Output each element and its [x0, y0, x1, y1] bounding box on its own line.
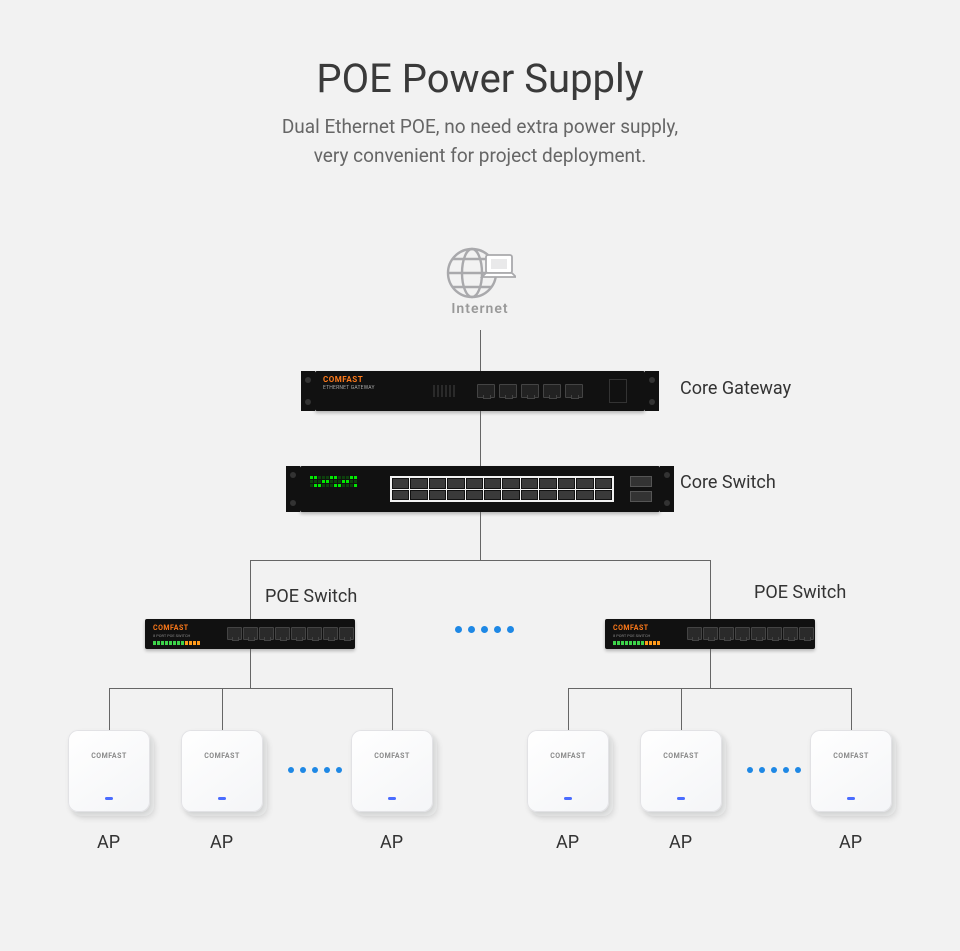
ap-label: AP [839, 832, 862, 853]
rack-ear-left [286, 466, 300, 512]
ellipsis-dots-right [747, 767, 801, 773]
rack-ear-right [660, 466, 674, 512]
device-sublabel: 8 PORT POE SWITCH [153, 633, 190, 638]
gateway-aux-slot [609, 379, 627, 403]
poe-switch-right-label: POE Switch [754, 582, 846, 603]
ellipsis-dots-center [455, 626, 514, 633]
device-brand-label: COMFAST [351, 752, 433, 760]
ap-label: AP [97, 832, 120, 853]
core-switch-label: Core Switch [680, 472, 776, 493]
ap-device: COMFAST [351, 730, 433, 812]
device-brand-label: COMFAST [810, 752, 892, 760]
poe-ports [687, 627, 814, 640]
ap-device: COMFAST [640, 730, 722, 812]
ap-led-icon [564, 797, 572, 800]
device-sublabel: 8 PORT POE SWITCH [613, 633, 650, 638]
ap-label: AP [556, 832, 579, 853]
ap-label: AP [380, 832, 403, 853]
device-brand-label: COMFAST [613, 624, 649, 632]
core-gateway-device: COMFAST ETHERNET GATEWAY [315, 371, 645, 411]
device-sublabel: ETHERNET GATEWAY [323, 385, 375, 391]
internet-node: Internet [444, 245, 516, 317]
ap-label: AP [210, 832, 233, 853]
internet-label: Internet [444, 301, 516, 317]
poe-switch-left: COMFAST 8 PORT POE SWITCH [145, 619, 355, 649]
gateway-ports [477, 384, 583, 398]
device-brand-label: COMFAST [323, 375, 363, 384]
switch-sfp-1 [630, 476, 652, 487]
ap-label: AP [669, 832, 692, 853]
ap-led-icon [105, 797, 113, 800]
device-brand-label: COMFAST [181, 752, 263, 760]
poe-led-row [153, 641, 200, 645]
switch-led-grid [310, 476, 357, 487]
ap-led-icon [677, 797, 685, 800]
poe-ports [227, 627, 354, 640]
rack-ear-right [645, 371, 659, 411]
core-switch-device [300, 466, 660, 512]
device-brand-label: COMFAST [640, 752, 722, 760]
page-subtitle: Dual Ethernet POE, no need extra power s… [0, 113, 960, 170]
core-gateway-label: Core Gateway [680, 378, 791, 399]
ap-device: COMFAST [810, 730, 892, 812]
poe-switch-right: COMFAST 8 PORT POE SWITCH [605, 619, 815, 649]
poe-led-row [613, 641, 660, 645]
ap-device: COMFAST [527, 730, 609, 812]
ap-led-icon [388, 797, 396, 800]
gateway-vents [433, 385, 455, 397]
poe-switch-left-label: POE Switch [265, 586, 357, 607]
ap-led-icon [847, 797, 855, 800]
rack-ear-left [301, 371, 315, 411]
ap-device: COMFAST [68, 730, 150, 812]
page-title: POE Power Supply [0, 55, 960, 102]
ellipsis-dots-left [288, 767, 342, 773]
device-brand-label: COMFAST [68, 752, 150, 760]
globe-laptop-icon [444, 245, 516, 303]
ap-led-icon [218, 797, 226, 800]
ap-device: COMFAST [181, 730, 263, 812]
device-brand-label: COMFAST [527, 752, 609, 760]
subtitle-line-2: very convenient for project deployment. [314, 144, 647, 167]
subtitle-line-1: Dual Ethernet POE, no need extra power s… [282, 115, 678, 138]
switch-port-bay [390, 476, 614, 502]
device-brand-label: COMFAST [153, 624, 189, 632]
switch-sfp-2 [630, 491, 652, 502]
